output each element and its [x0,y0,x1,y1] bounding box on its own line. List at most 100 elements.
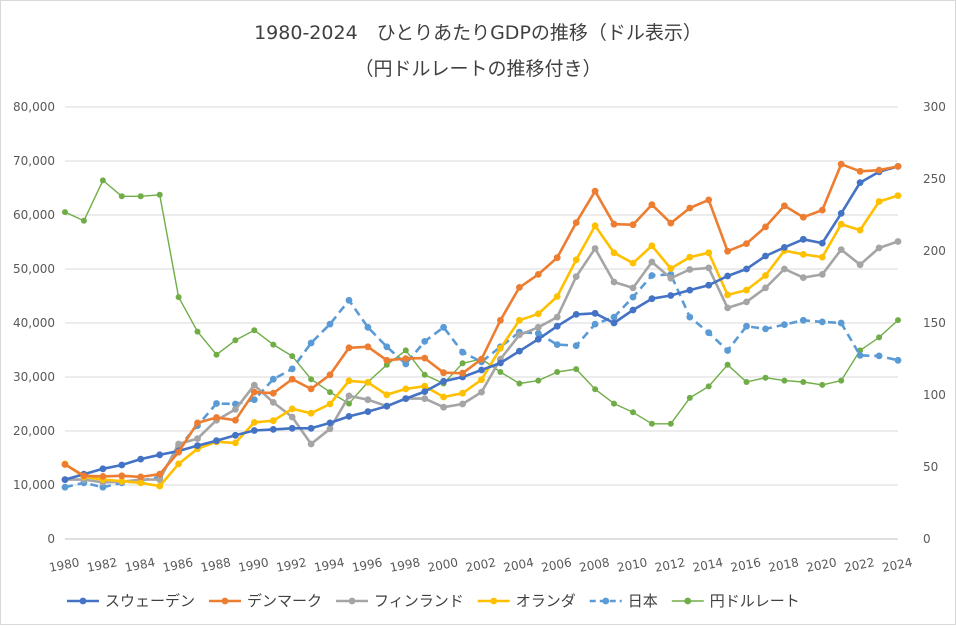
legend-item: デンマーク [209,592,322,610]
data-point [705,249,713,257]
data-point [667,292,675,299]
data-point [288,405,296,413]
data-point [118,193,125,200]
y-left-tick-label: 60,000 [13,208,55,222]
legend-marker [684,597,692,605]
x-tick-label: 1982 [86,555,119,575]
data-point [705,329,713,337]
legend-label: フィンランド [374,592,464,610]
data-point [781,244,788,251]
data-point [818,253,826,261]
x-tick-label: 2016 [729,555,762,575]
data-point [610,249,618,257]
data-point [440,403,447,411]
data-point [837,210,845,217]
data-point [269,399,277,406]
data-point [534,310,542,318]
data-point [383,391,391,399]
data-point [364,343,372,351]
data-point [875,166,883,174]
data-point [516,331,523,339]
data-point [799,316,807,324]
data-point [232,431,239,439]
data-point [894,192,902,200]
y-right-tick-label: 100 [923,388,946,402]
legend-marker [490,597,498,605]
data-point [818,318,826,326]
data-point [629,306,637,314]
data-point [743,240,750,248]
data-point [137,479,145,487]
legend-marker [348,597,356,605]
data-point [62,209,68,216]
data-point [308,376,315,383]
data-point [573,366,580,373]
data-point [421,395,429,402]
data-point [175,460,183,468]
data-point [156,451,164,459]
data-point [781,321,788,328]
y-right-tick-label: 0 [923,532,931,546]
data-point [269,375,277,383]
series-2 [61,238,902,486]
data-point [137,193,144,200]
data-point [800,379,807,385]
data-point [895,317,901,324]
series-3 [61,192,902,490]
y-left-tick-label: 50,000 [13,262,55,276]
data-point [459,360,466,367]
x-tick-label: 2014 [692,555,725,575]
data-point [516,284,523,291]
legend-label: スウェーデン [105,592,195,610]
data-point [667,265,675,272]
data-point [459,369,466,377]
data-point [705,196,713,204]
legend-marker [602,597,610,605]
data-point [364,379,372,386]
data-point [270,341,277,348]
data-point [421,338,429,345]
data-point [364,396,372,404]
legend-item: スウェーデン [67,592,195,610]
data-point [137,473,145,481]
data-point [194,419,201,427]
data-point [194,328,201,335]
data-point [440,369,447,377]
data-point [838,377,845,384]
data-point [686,286,694,294]
data-point [857,347,864,354]
data-point [156,470,164,478]
data-point [724,347,731,354]
data-point [648,242,656,250]
data-point [875,198,883,205]
data-point [894,163,902,170]
data-point [875,244,883,252]
data-point [837,246,845,254]
y-right-tick-label: 150 [923,316,946,330]
data-point [326,320,334,328]
x-tick-label: 2002 [464,555,497,575]
x-tick-label: 1996 [351,555,384,575]
data-point [478,366,485,374]
data-point [856,179,864,187]
series-line [64,162,899,479]
data-point [326,425,334,433]
data-point [591,187,599,195]
series-1 [61,160,902,481]
data-point [250,427,258,434]
data-point [421,388,429,395]
data-point [213,400,220,407]
data-point [648,295,656,303]
data-point [250,396,258,404]
data-point [724,291,731,299]
legend-item: 円ドルレート [671,592,800,610]
data-point [856,167,864,175]
x-tick-label: 2004 [502,555,535,575]
data-point [402,395,410,402]
data-point [497,359,504,367]
data-point [667,219,675,227]
x-tick-label: 1990 [237,555,270,575]
data-point [591,222,599,230]
